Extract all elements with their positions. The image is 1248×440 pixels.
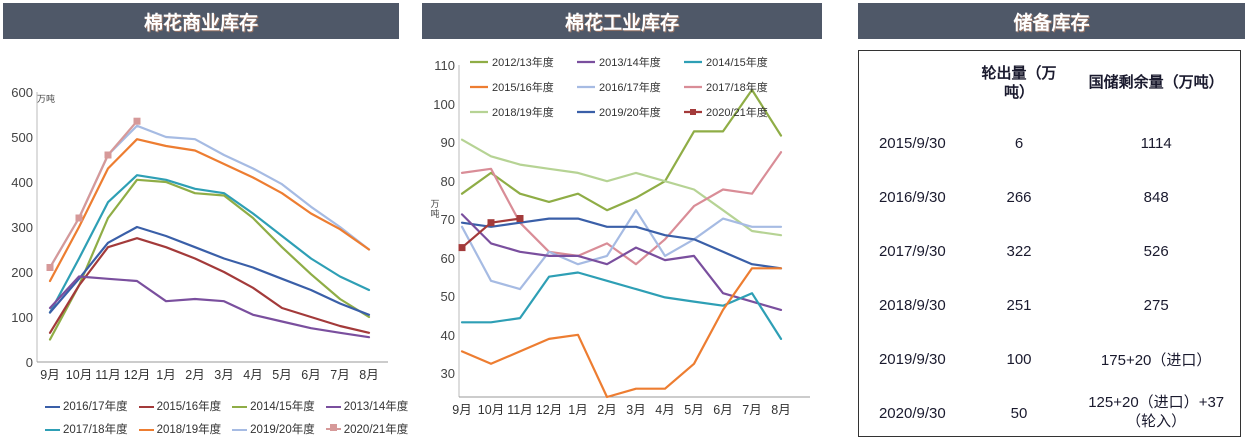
svg-text:11月: 11月 [507,403,532,417]
svg-text:8月: 8月 [359,368,378,382]
svg-text:2018/19年度: 2018/19年度 [492,105,554,119]
svg-text:9月: 9月 [40,368,59,382]
svg-text:7月: 7月 [742,403,761,417]
svg-text:110: 110 [434,58,455,73]
svg-text:90: 90 [441,135,455,150]
svg-text:9月: 9月 [452,403,471,417]
svg-text:6月: 6月 [301,368,320,382]
svg-text:万吨: 万吨 [37,93,55,104]
svg-text:1月: 1月 [568,403,587,417]
svg-text:500: 500 [11,130,33,145]
svg-text:3月: 3月 [214,368,233,382]
svg-text:12月: 12月 [536,403,562,417]
svg-text:600: 600 [11,85,33,100]
svg-text:吨: 吨 [430,208,439,219]
svg-text:万: 万 [430,199,439,209]
svg-text:80: 80 [441,174,455,189]
svg-text:11月: 11月 [95,368,120,382]
svg-text:4月: 4月 [243,368,262,382]
svg-text:70: 70 [441,212,455,227]
svg-text:5月: 5月 [272,368,291,382]
svg-text:200: 200 [11,265,33,280]
svg-text:60: 60 [441,251,455,266]
svg-text:2月: 2月 [597,403,616,417]
svg-text:2012/13年度: 2012/13年度 [492,55,554,69]
svg-text:400: 400 [11,175,33,190]
svg-text:2019/20年度: 2019/20年度 [599,105,661,119]
svg-text:3月: 3月 [626,403,645,417]
svg-text:2020/21年度: 2020/21年度 [706,105,768,119]
svg-text:10月: 10月 [66,368,92,382]
svg-text:1月: 1月 [156,368,175,382]
svg-text:2016/17年度: 2016/17年度 [599,80,661,94]
svg-text:4月: 4月 [655,403,674,417]
svg-text:8月: 8月 [771,403,790,417]
svg-text:2014/15年度: 2014/15年度 [706,55,768,69]
svg-text:2017/18年度: 2017/18年度 [706,80,768,94]
svg-text:6月: 6月 [713,403,732,417]
svg-text:100: 100 [433,97,455,112]
svg-text:0: 0 [26,355,33,370]
svg-text:100: 100 [11,310,33,325]
svg-text:12月: 12月 [124,368,150,382]
svg-text:2015/16年度: 2015/16年度 [492,80,554,94]
svg-text:50: 50 [441,289,455,304]
svg-text:30: 30 [441,366,455,381]
svg-text:40: 40 [441,328,455,343]
svg-text:10月: 10月 [478,403,504,417]
svg-text:7月: 7月 [330,368,349,382]
svg-text:5月: 5月 [684,403,703,417]
svg-text:2月: 2月 [185,368,204,382]
svg-text:300: 300 [11,220,33,235]
svg-text:2013/14年度: 2013/14年度 [599,55,661,69]
